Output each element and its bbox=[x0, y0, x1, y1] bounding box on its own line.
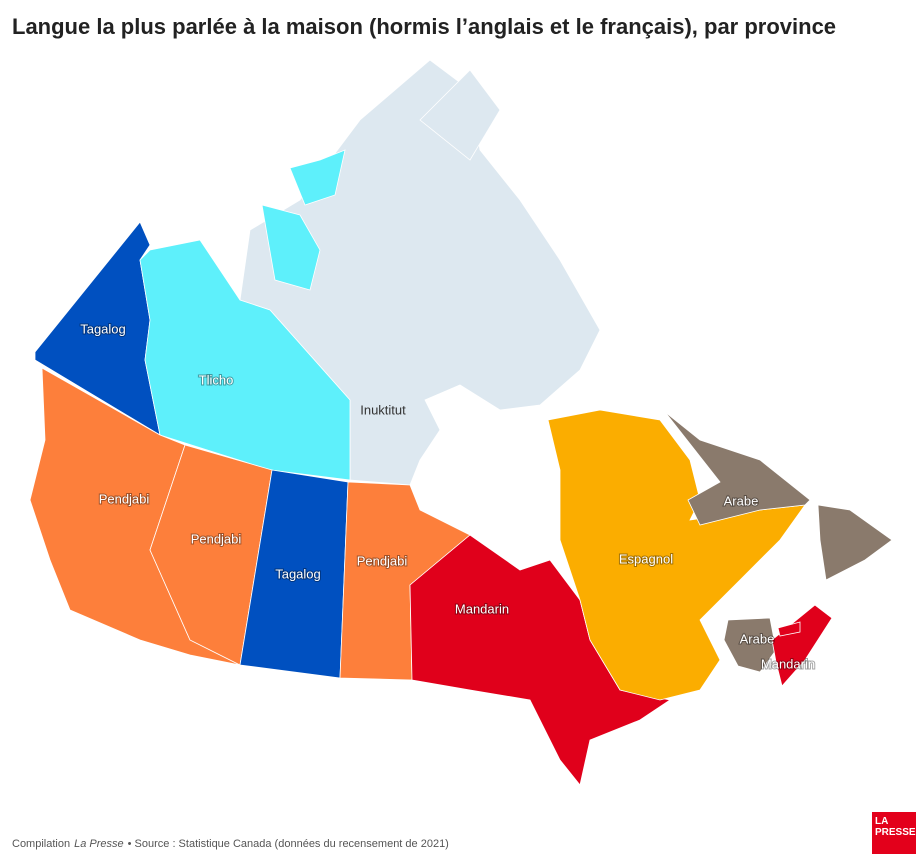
credit-publication: La Presse bbox=[74, 838, 124, 850]
region-shape bbox=[409, 534, 672, 786]
region-nwt bbox=[139, 149, 351, 481]
region-label: Pendjabi bbox=[357, 553, 408, 568]
region-shape bbox=[771, 604, 833, 687]
region-label: Mandarin bbox=[761, 656, 815, 671]
logo-text: LA bbox=[875, 816, 889, 827]
region-label: Pendjabi bbox=[99, 491, 150, 506]
region-shape bbox=[777, 621, 801, 637]
region-shape bbox=[419, 69, 501, 161]
region-label: Tagalog bbox=[80, 321, 126, 336]
region-quebec bbox=[547, 409, 806, 701]
region-ontario bbox=[409, 534, 672, 786]
region-label: Mandarin bbox=[455, 601, 509, 616]
region-label: Tagalog bbox=[275, 566, 321, 581]
region-label: Arabe bbox=[724, 493, 759, 508]
region-shape bbox=[547, 409, 806, 701]
credit: Compilation bbox=[12, 838, 71, 850]
region-label: Espagnol bbox=[619, 551, 673, 566]
region-shape bbox=[149, 444, 273, 666]
region-new-brunswick bbox=[723, 617, 777, 673]
logo: LA PRESSE bbox=[872, 812, 916, 854]
region-nova-scotia bbox=[771, 604, 833, 687]
region-shape bbox=[139, 239, 351, 481]
region-label: Inuktitut bbox=[360, 402, 406, 417]
region-alberta bbox=[149, 444, 273, 666]
source: • Source : Statistique Canada (données d… bbox=[127, 838, 449, 850]
logo-text: PRESSE bbox=[875, 827, 916, 838]
region-label: Pendjabi bbox=[191, 531, 242, 546]
region-label: Arabe bbox=[740, 631, 775, 646]
region-shape bbox=[817, 504, 893, 581]
region-newfoundland-labrador bbox=[664, 411, 893, 581]
region-shape bbox=[723, 617, 777, 673]
region-label: Tlicho bbox=[199, 372, 234, 387]
footer: Compilation La Presse • Source : Statistiq… bbox=[12, 838, 449, 850]
region-shape bbox=[664, 411, 811, 526]
title: Langue la plus parlée à la maison (hormi… bbox=[12, 14, 837, 39]
region-shape bbox=[289, 149, 346, 206]
region-shape bbox=[261, 204, 321, 291]
